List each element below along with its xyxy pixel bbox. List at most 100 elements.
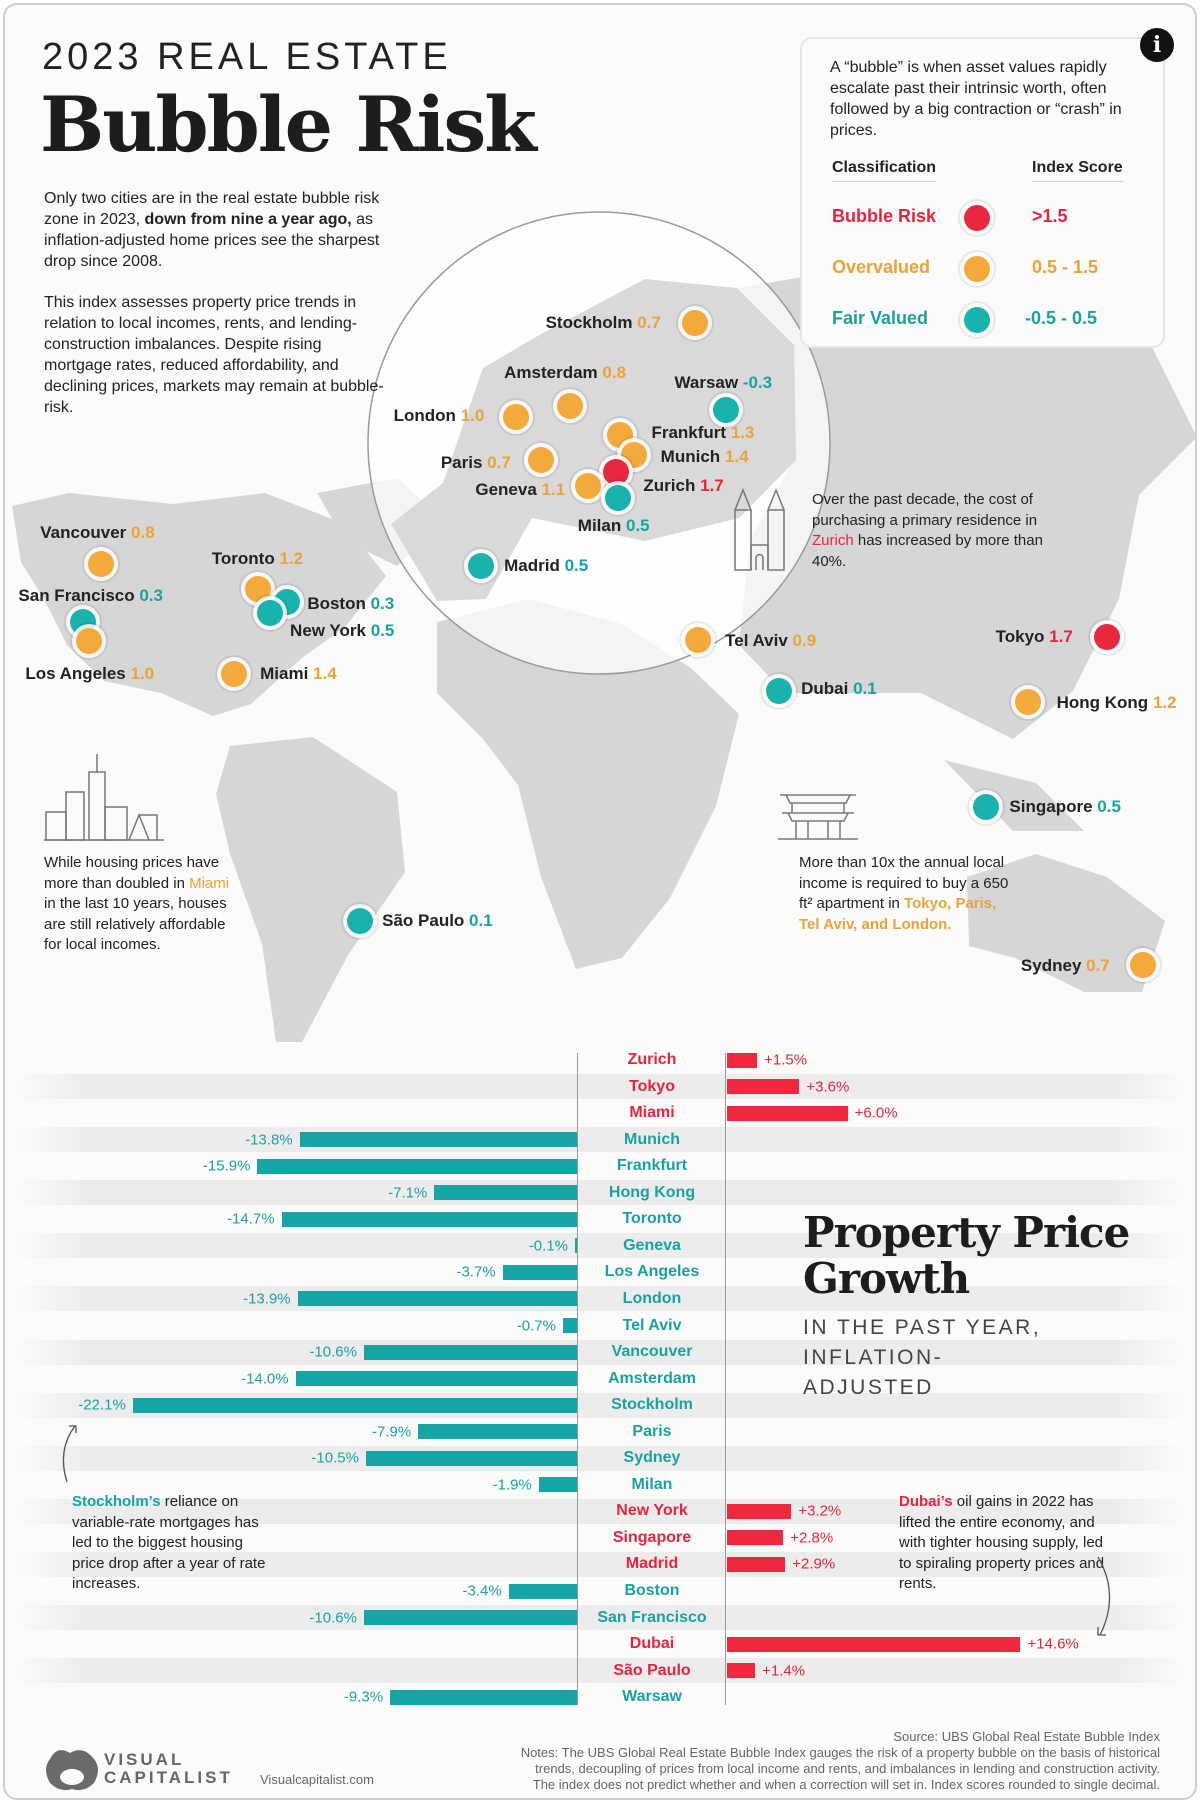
chart-subtitle: IN THE PAST YEAR, INFLATION-ADJUSTED (803, 1316, 1042, 1399)
bar (390, 1689, 577, 1705)
bar (538, 1477, 577, 1493)
bar (508, 1583, 577, 1599)
city-label: Munich 1.4 (660, 446, 749, 466)
bar-value-label: -7.1% (388, 1184, 428, 1202)
bar-category-label: San Francisco (597, 1608, 707, 1626)
landmass (967, 854, 1165, 992)
bar-value-label: -1.9% (492, 1476, 532, 1494)
city-label: Zurich 1.7 (643, 475, 724, 495)
bar-category-label: Sydney (623, 1449, 681, 1467)
bar (727, 1105, 848, 1121)
city-label: Tokyo 1.7 (995, 626, 1073, 646)
bar-value-label: +3.6% (806, 1078, 850, 1096)
city-label: New York 0.5 (290, 620, 395, 640)
landmass (12, 493, 386, 716)
bar-value-label: -14.7% (227, 1210, 275, 1228)
row-stripe (15, 1658, 1185, 1684)
bar (281, 1211, 577, 1227)
city-label: Vancouver 0.8 (40, 522, 155, 542)
bar-value-label: -0.7% (516, 1317, 556, 1334)
city-marker-paris[interactable] (527, 447, 554, 474)
bar (363, 1344, 577, 1360)
city-marker-miami[interactable] (220, 661, 247, 688)
bar-category-label: Warsaw (622, 1688, 682, 1706)
city-marker-toronto[interactable] (244, 576, 271, 603)
bar (418, 1424, 577, 1440)
bar-value-label: -9.3% (343, 1688, 384, 1706)
city-marker-vancouver[interactable] (88, 550, 115, 577)
city-label: Frankfurt 1.3 (651, 422, 755, 442)
bar (502, 1264, 577, 1280)
city-marker-dubai[interactable] (766, 677, 793, 704)
bar-category-label: Hong Kong (608, 1183, 696, 1201)
bar-value-label: -22.1% (78, 1396, 126, 1414)
city-marker-warsaw[interactable] (713, 396, 740, 423)
bar-category-label: Miami (629, 1104, 675, 1122)
row-stripe (15, 1233, 1185, 1259)
bar-value-label: -7.9% (372, 1423, 412, 1441)
city-label: Singapore 0.5 (1009, 796, 1121, 816)
bar-category-label: Tel Aviv (622, 1316, 682, 1334)
supertitle: 2023 REAL ESTATE (42, 36, 452, 78)
row-stripe (15, 1551, 1185, 1577)
bubble-definition: A “bubble” is when asset values rapidly … (830, 59, 1122, 139)
row-stripe (15, 1127, 1185, 1153)
city-label: Los Angeles 1.0 (25, 664, 155, 684)
bar-category-label: Dubai (629, 1635, 675, 1653)
bar-value-label: -10.6% (309, 1343, 357, 1361)
bar (727, 1503, 792, 1519)
legend-row-fair-valued: Fair Valued -0.5 - 0.5 (832, 307, 1152, 333)
bar-category-label: Singapore (612, 1528, 692, 1546)
city-marker-milan[interactable] (605, 485, 632, 512)
intro-paragraph-1: Only two cities are in the real estate b… (44, 190, 380, 270)
city-marker-tokyo[interactable] (1094, 623, 1121, 650)
city-marker-london[interactable] (502, 403, 529, 430)
source-text: Source: UBS Global Real Estate Bubble In… (893, 1729, 1160, 1744)
city-label: Tel Aviv 0.9 (725, 631, 817, 651)
city-label: Hong Kong 1.2 (1056, 693, 1177, 713)
bar-category-label: Toronto (622, 1210, 682, 1228)
bar-category-label: Zurich (627, 1051, 677, 1068)
city-marker-los-angeles[interactable] (75, 628, 102, 655)
bar (132, 1397, 577, 1413)
city-marker-geneva[interactable] (575, 472, 602, 499)
bar-value-label: +1.5% (764, 1051, 808, 1069)
bar-category-label: Vancouver (611, 1343, 693, 1361)
info-icon[interactable]: i (1140, 28, 1174, 62)
city-marker-amsterdam[interactable] (556, 393, 583, 420)
landmass (437, 599, 739, 969)
city-marker-sydney[interactable] (1129, 951, 1156, 978)
city-marker-tel-aviv[interactable] (684, 626, 711, 653)
city-label: Miami 1.4 (260, 664, 337, 684)
city-marker-são-paulo[interactable] (347, 907, 374, 934)
city-marker-new-york[interactable] (257, 600, 284, 627)
note-zurich: Over the past decade, the cost of purcha… (812, 491, 1043, 570)
bar-category-label: Milan (631, 1475, 673, 1493)
bar-value-label: -15.9% (202, 1157, 251, 1175)
bar (727, 1052, 758, 1068)
city-marker-stockholm[interactable] (682, 310, 709, 337)
tokyo-temple-icon (778, 794, 858, 840)
site-link[interactable]: Visualcapitalist.com (260, 1772, 374, 1787)
row-stripe (15, 1445, 1185, 1471)
row-stripe (15, 1286, 1185, 1312)
chart-title: Property Price Growth (803, 1208, 1130, 1303)
city-marker-zurich[interactable] (602, 458, 629, 485)
bar-value-label: -13.9% (243, 1290, 291, 1308)
bar (365, 1450, 577, 1466)
landmass (216, 737, 405, 1042)
bar-category-label: Los Angeles (604, 1263, 700, 1281)
axis-zero-line-positive (725, 1053, 726, 1705)
landmass (944, 760, 1084, 831)
bar (727, 1556, 786, 1572)
city-marker-singapore[interactable] (973, 793, 1000, 820)
axis-zero-line (577, 1053, 578, 1705)
bar (727, 1530, 784, 1546)
bar (299, 1132, 577, 1148)
city-label: Milan 0.5 (577, 516, 650, 535)
bar-category-label: Munich (624, 1130, 680, 1148)
city-marker-madrid[interactable] (468, 553, 495, 580)
city-label: Amsterdam 0.8 (504, 362, 627, 382)
bar-category-label: Boston (624, 1582, 680, 1599)
city-marker-hong-kong[interactable] (1014, 689, 1041, 716)
